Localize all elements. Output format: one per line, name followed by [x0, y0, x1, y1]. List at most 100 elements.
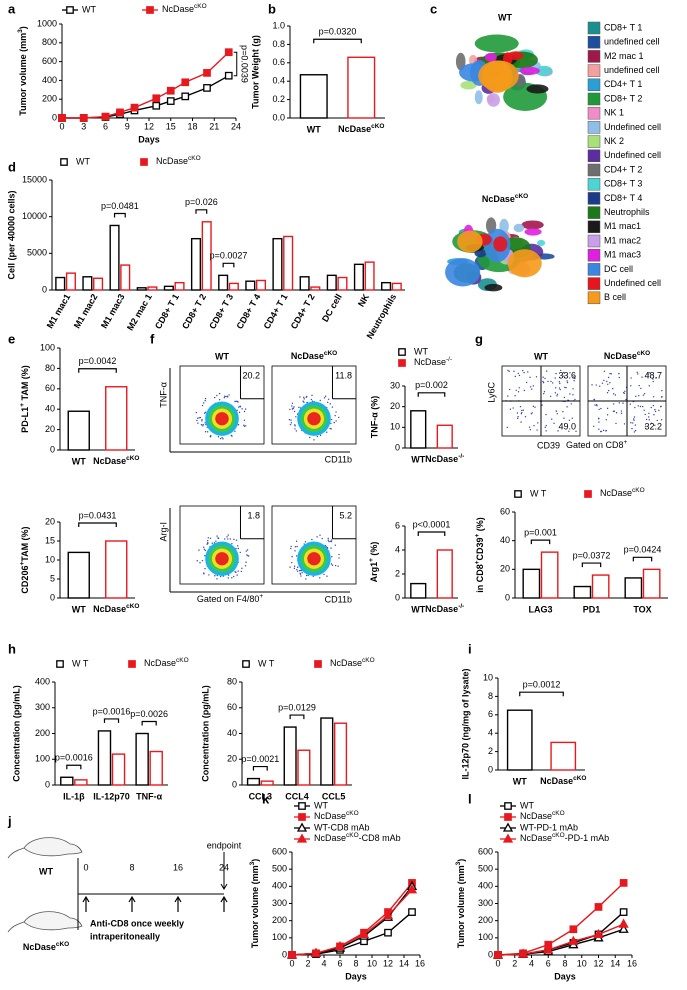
- flow-dot: [633, 416, 636, 418]
- flow-dot: [529, 428, 532, 431]
- label-part: Tumor volume (mm: [456, 865, 466, 948]
- legend-marker: [242, 660, 250, 668]
- legend-label: CD8+ T 3: [604, 179, 642, 189]
- bar: [410, 582, 427, 599]
- marker: [116, 108, 124, 117]
- marker: [101, 112, 110, 121]
- flow-dot: [229, 538, 231, 540]
- flow-dot: [216, 578, 218, 580]
- flow-dot: [506, 426, 508, 429]
- p-value: p=0.0424: [624, 545, 662, 555]
- p-bracket: [417, 531, 446, 536]
- flow-dot: [303, 398, 305, 400]
- x-tick-label: 8: [353, 958, 358, 968]
- panel-letter: j: [7, 813, 12, 828]
- x-tick-label: NcDase-/-: [425, 603, 464, 615]
- flow-dot: [216, 394, 218, 397]
- y-tick-label: 20: [45, 424, 55, 434]
- axis-label: CD11b: [325, 454, 352, 464]
- legend-label: WT: [76, 156, 90, 166]
- x-tick-label: CCL4: [285, 791, 309, 801]
- bar: [326, 274, 337, 291]
- x-tick-label: 16: [415, 958, 425, 968]
- flow-dot: [630, 377, 632, 379]
- y-tick-label: 300: [35, 702, 50, 712]
- bar: [105, 540, 128, 599]
- y-tick-label: 300: [478, 898, 493, 908]
- y-tick-label: 40: [227, 728, 237, 738]
- flow-dot: [296, 570, 299, 573]
- legend-marker: [140, 158, 148, 166]
- marker: [406, 884, 418, 894]
- bar: [74, 779, 88, 786]
- label-part: cKO: [194, 3, 207, 10]
- flow-dot: [569, 393, 571, 395]
- flow-dot: [655, 377, 658, 379]
- y-axis-title: Concentration (pg/mL): [200, 685, 210, 782]
- flow-dot: [591, 384, 593, 386]
- flow-dot: [243, 419, 246, 421]
- marker: [130, 103, 139, 112]
- x-tick-label: WT: [411, 454, 425, 464]
- bar: [260, 780, 274, 786]
- legend-label: undefined cell: [604, 37, 660, 47]
- bar: [67, 551, 90, 599]
- flow-dot: [521, 411, 523, 414]
- flow-dot: [243, 410, 246, 413]
- flow-dot: [598, 428, 600, 430]
- legend-label: Undefined cell: [604, 122, 661, 132]
- flow-dot: [334, 564, 337, 567]
- p-value: p=0.0372: [573, 550, 611, 560]
- flow-dot: [199, 562, 201, 564]
- flow-dot: [302, 400, 304, 402]
- flow-dot: [514, 375, 517, 378]
- label-part: cKO: [56, 941, 69, 948]
- bar: [337, 276, 348, 291]
- flow-dot: [600, 430, 603, 433]
- x-tick-label: IL-1β: [63, 791, 85, 801]
- marker: [224, 71, 233, 80]
- series-line: [62, 51, 230, 119]
- p-value: p=0.0021: [241, 754, 279, 764]
- flow-dot: [514, 395, 516, 397]
- marker: [358, 928, 370, 939]
- flow-dot: [533, 424, 535, 427]
- legend-marker: [66, 6, 74, 14]
- legend-label: CD4+ T 2: [604, 164, 642, 174]
- flow-dot: [624, 390, 626, 393]
- flow-dot: [574, 377, 576, 380]
- flow-dot: [293, 406, 295, 408]
- flow-dot: [568, 419, 571, 421]
- flow-dot: [602, 429, 605, 432]
- injection-arrow: [82, 895, 90, 912]
- label-part: NcDase: [482, 194, 515, 204]
- panel-letter: a: [8, 1, 16, 16]
- column-title: WT: [534, 351, 548, 361]
- flow-dot: [240, 570, 243, 573]
- flow-dot: [231, 543, 233, 545]
- flow-dot: [227, 534, 229, 536]
- injection-arrow: [128, 895, 136, 912]
- flow-dot: [647, 374, 649, 376]
- flow-dot: [234, 430, 236, 432]
- bar: [436, 424, 453, 449]
- label-part: NcDase: [425, 454, 458, 464]
- x-tick-label: CD4+ T 2: [289, 292, 317, 331]
- gate-percent: 5.2: [339, 510, 352, 520]
- label-part: cKO: [324, 350, 337, 357]
- flow-dot: [564, 386, 566, 389]
- flow-dot: [288, 419, 291, 421]
- legend-swatch: [587, 263, 601, 276]
- injection-arrow: [174, 895, 182, 912]
- legend-marker: [514, 490, 522, 498]
- flow-dot: [625, 398, 627, 401]
- gate-percent: 20.2: [242, 370, 260, 380]
- label-part: cKO: [126, 455, 139, 462]
- y-axis-title: CD206+TAM (%): [19, 526, 31, 593]
- label-part: +: [474, 560, 481, 564]
- flow-dot: [223, 396, 226, 399]
- flow-dot: [566, 380, 568, 382]
- y-tick-label: 300: [272, 898, 287, 908]
- flow-dot: [600, 407, 602, 410]
- legend-marker: [398, 348, 406, 356]
